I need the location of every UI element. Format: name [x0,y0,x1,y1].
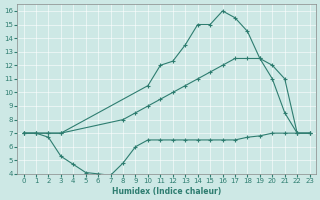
X-axis label: Humidex (Indice chaleur): Humidex (Indice chaleur) [112,187,221,196]
